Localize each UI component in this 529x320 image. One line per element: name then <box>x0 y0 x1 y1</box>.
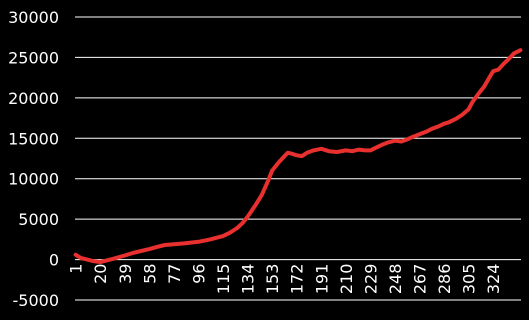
x-axis-tick-labels: 1 20 39 58 77 96 115 134 153 172 191 210 229 248 267 28… <box>67 264 504 295</box>
x-tick-label: 153 <box>263 264 282 295</box>
x-tick-label: 248 <box>386 264 405 295</box>
series-layer <box>73 48 523 264</box>
x-tick-label: 229 <box>361 264 380 295</box>
y-tick-label: 0 <box>49 251 59 270</box>
series-line-0 <box>73 48 523 264</box>
x-tick-label: 115 <box>214 264 233 295</box>
y-tick-label: 5000 <box>18 210 59 229</box>
x-tick-label: 77 <box>165 264 184 284</box>
x-tick-label: 96 <box>189 264 208 284</box>
x-tick-label: 1 <box>67 264 86 274</box>
y-axis-tick-labels: 30000 25000 20000 15000 10000 5000 0 -5000 <box>8 8 59 310</box>
y-tick-label: 15000 <box>8 129 59 148</box>
x-tick-label: 172 <box>288 264 307 295</box>
x-tick-label: 20 <box>91 264 110 284</box>
x-tick-label: 267 <box>411 264 430 295</box>
x-tick-label: 134 <box>239 264 258 295</box>
y-tick-label: -5000 <box>13 291 60 310</box>
y-tick-label: 30000 <box>8 8 59 27</box>
y-tick-label: 10000 <box>8 170 59 189</box>
x-tick-label: 210 <box>337 264 356 295</box>
x-tick-label: 39 <box>116 264 135 284</box>
x-tick-label: 324 <box>484 264 503 295</box>
x-tick-label: 191 <box>312 264 331 295</box>
x-tick-label: 286 <box>435 264 454 295</box>
gridlines <box>75 16 521 301</box>
x-tick-label: 305 <box>460 264 479 295</box>
y-tick-label: 20000 <box>8 89 59 108</box>
y-tick-label: 25000 <box>8 48 59 67</box>
x-tick-label: 58 <box>140 264 159 284</box>
